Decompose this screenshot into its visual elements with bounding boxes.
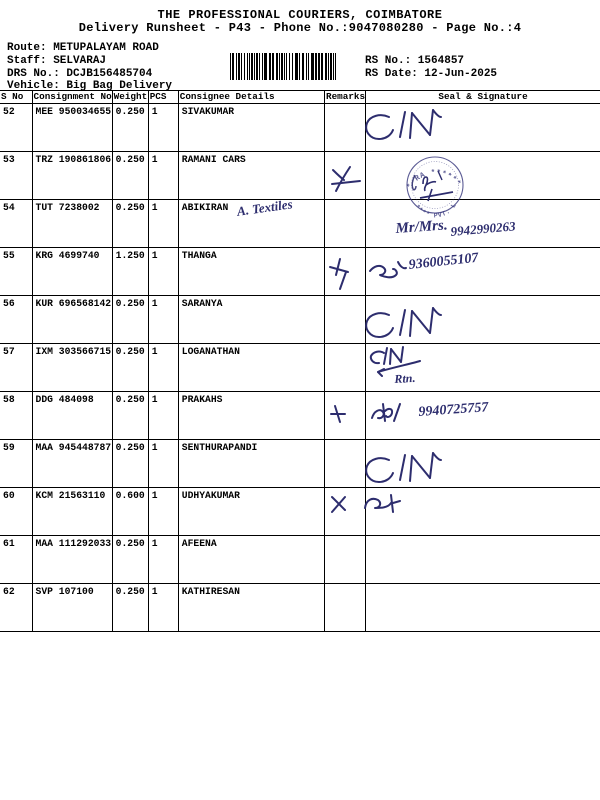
- svg-text:**** PVT. LTD ****: **** PVT. LTD ****: [0, 0, 459, 220]
- svg-text:* RA ****** *: * RA ****** *: [0, 0, 465, 193]
